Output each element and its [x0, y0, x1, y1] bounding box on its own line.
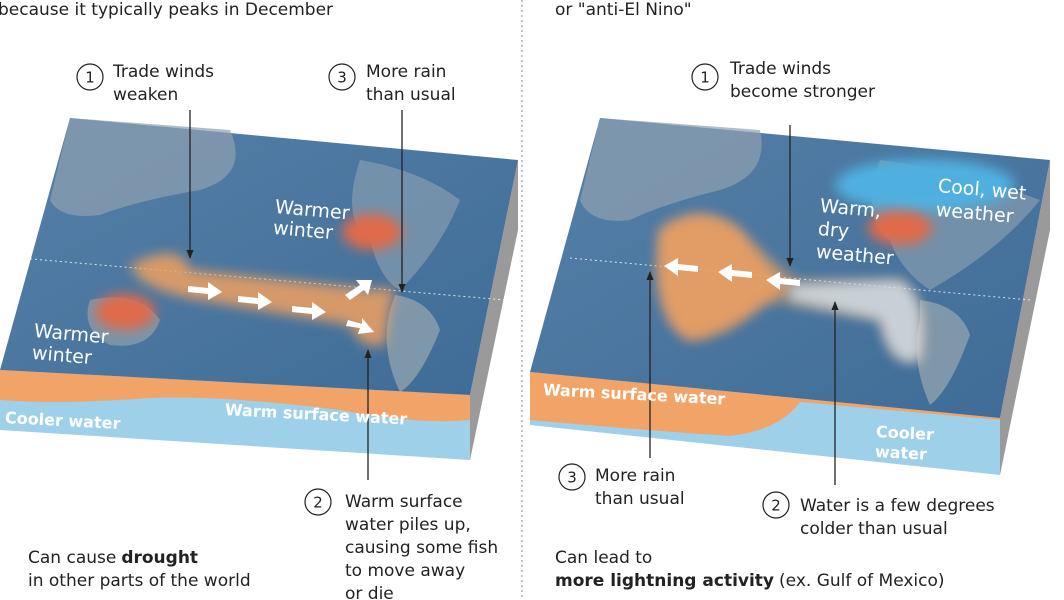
text-line: Trade winds [112, 62, 214, 82]
note-bold: drought [121, 548, 198, 568]
text-line: weaken [113, 85, 178, 105]
pointer-lines [186, 110, 839, 485]
text-line: More rain [595, 466, 675, 486]
number-badge [691, 63, 719, 91]
badge-number: 1 [700, 69, 710, 87]
note: more lightning activity (ex. Gulf of Mexi… [555, 571, 945, 591]
note: Can cause drought [28, 548, 198, 568]
right-map [530, 118, 1050, 475]
map-label: Warmerwinter [272, 196, 350, 245]
text-line: than usual [595, 489, 685, 509]
note-bold: more lightning activity [555, 571, 774, 591]
layer-label: Coolerwater [875, 422, 935, 464]
number-badge [76, 63, 104, 91]
badge-number: 3 [567, 469, 577, 487]
note: Can lead to [555, 548, 652, 568]
text-line: causing some fish [345, 538, 498, 558]
left-map [0, 118, 518, 460]
number-badge [558, 463, 586, 491]
map-label: Warmerwinter [31, 320, 109, 370]
text-line: winter [272, 216, 334, 243]
text-line: Warm, [819, 195, 882, 222]
text-line: colder than usual [800, 519, 948, 539]
callout-text: More rain than usual [595, 466, 685, 509]
heading: or "anti-El Nino" [555, 0, 692, 20]
number-badge [304, 488, 332, 516]
text-line: winter [31, 341, 93, 368]
number-badge [762, 491, 790, 519]
text-line: water [875, 441, 928, 463]
text-line: or die [345, 584, 394, 600]
text-line: to move away [345, 561, 465, 581]
text-line: Warm surface [345, 492, 463, 512]
text-line: become stronger [730, 82, 875, 102]
text-line: More rain [366, 62, 446, 82]
badge-number: 1 [85, 69, 95, 87]
text-line: Cooler [876, 422, 935, 444]
number-badge [328, 63, 356, 91]
text-line: dry [817, 217, 850, 242]
callout-text: Trade winds become stronger [729, 59, 875, 102]
badge-number: 3 [337, 69, 347, 87]
callout-text: Trade winds weaken [112, 62, 214, 105]
badge-number: 2 [771, 497, 781, 515]
text-line: than usual [366, 85, 456, 105]
text-line: Trade winds [729, 59, 831, 79]
text-line: water piles up, [345, 515, 471, 535]
note: in other parts of the world [28, 571, 251, 591]
note-text: (ex. Gulf of Mexico) [779, 571, 945, 591]
callout-text: Water is a few degrees colder than usual [800, 496, 995, 539]
heading: because it typically peaks in December [0, 0, 333, 20]
badge-number: 2 [313, 494, 323, 512]
callout-text: Warm surface water piles up, causing some … [345, 492, 498, 600]
note-text: Can cause [28, 548, 116, 568]
text-line: Water is a few degrees [800, 496, 995, 516]
callout-text: More rain than usual [366, 62, 456, 105]
